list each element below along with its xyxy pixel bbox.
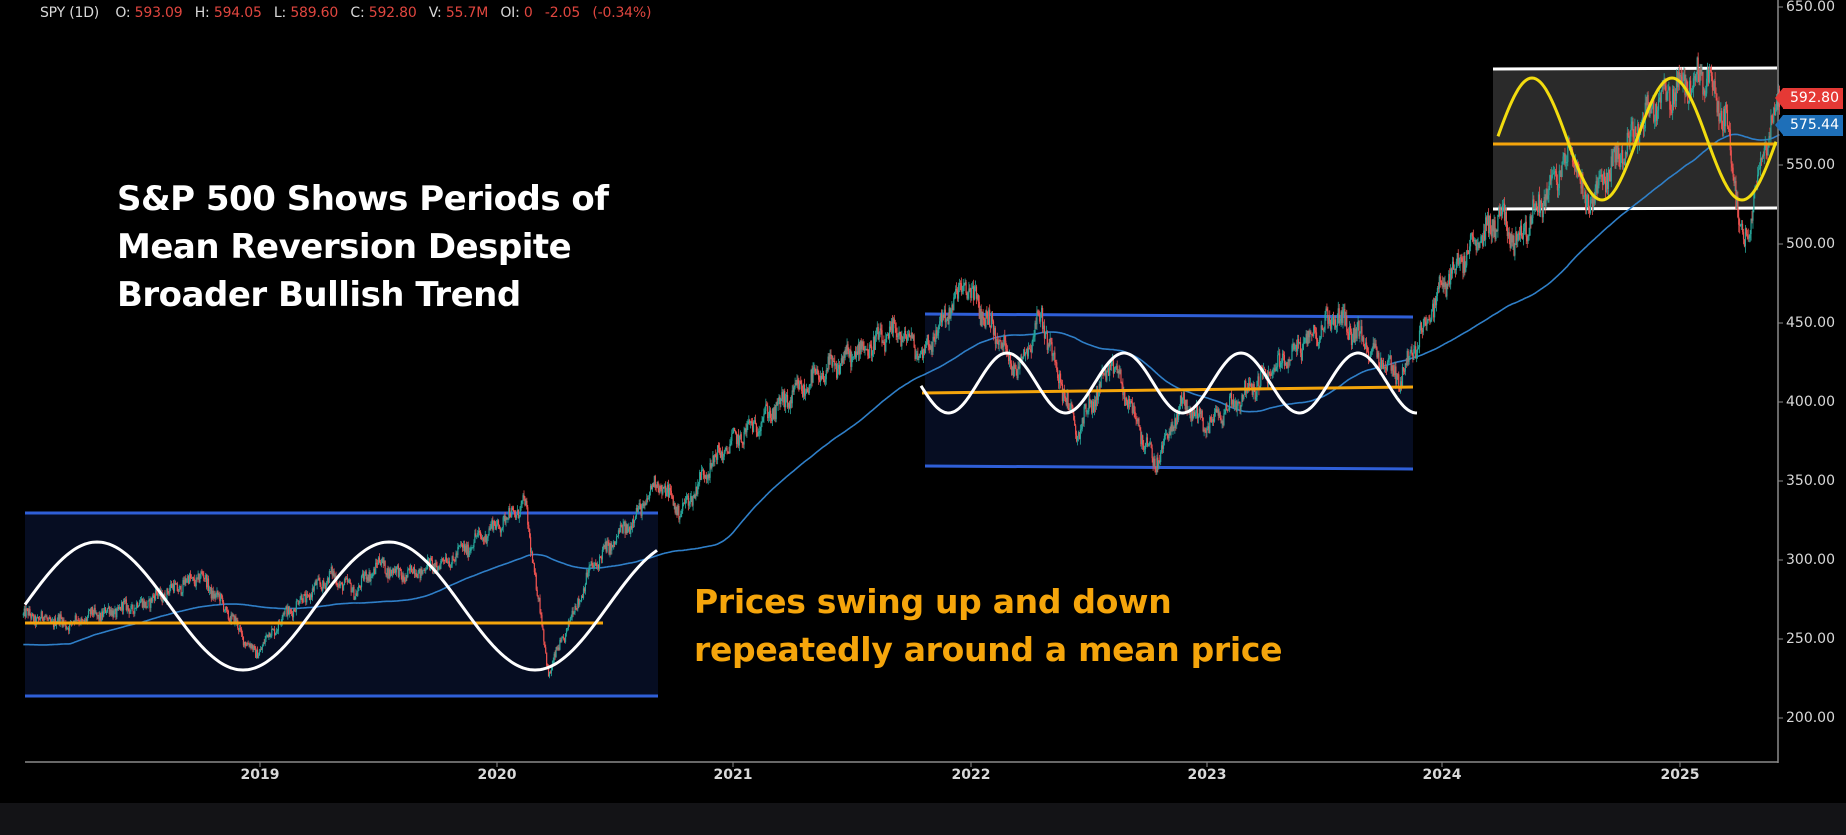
- x-tick-label: 2020: [477, 767, 517, 783]
- title-line: Broader Bullish Trend: [117, 275, 521, 315]
- y-tick-label: 500.00: [1786, 236, 1835, 252]
- close-value: 592.80: [368, 5, 417, 21]
- annotation-line: repeatedly around a mean price: [694, 630, 1283, 669]
- y-tick-label: 250.00: [1786, 631, 1835, 647]
- moving-average-price-tag: 575.44: [1775, 115, 1843, 136]
- bottom-toolbar: [0, 803, 1846, 835]
- chart-area[interactable]: SPY (1D) O: 593.09 H: 594.05 L: 589.60 C…: [0, 0, 1846, 803]
- oi-value: 0: [523, 5, 533, 21]
- annotation-line: Prices swing up and down: [694, 582, 1172, 621]
- low-value: 589.60: [290, 5, 339, 21]
- y-tick-label: 350.00: [1786, 473, 1835, 489]
- high-value: 594.05: [213, 5, 262, 21]
- volume-value: 55.7M: [445, 5, 489, 21]
- open-label: O:: [115, 5, 131, 21]
- x-tick-label: 2022: [951, 767, 991, 783]
- chart-title: S&P 500 Shows Periods of Mean Reversion …: [117, 175, 609, 319]
- y-tick-label: 450.00: [1786, 315, 1835, 331]
- volume-label: V:: [428, 5, 442, 21]
- candlestick-series: [22, 52, 1780, 679]
- x-tick-label: 2021: [713, 767, 753, 783]
- last-price-tag: 592.80: [1775, 88, 1843, 109]
- price-chart-canvas[interactable]: [0, 0, 1846, 803]
- y-tick-label: 300.00: [1786, 552, 1835, 568]
- open-value: 593.09: [134, 5, 183, 21]
- y-tick-label: 550.00: [1786, 157, 1835, 173]
- oi-label: OI:: [500, 5, 520, 21]
- y-tick-label: 200.00: [1786, 710, 1835, 726]
- close-label: C:: [350, 5, 365, 21]
- change-value: -2.05: [544, 5, 581, 21]
- x-tick-label: 2019: [240, 767, 280, 783]
- ohlc-legend: SPY (1D) O: 593.09 H: 594.05 L: 589.60 C…: [40, 5, 651, 21]
- mean-reversion-overlays: [23, 76, 1778, 672]
- symbol-label[interactable]: SPY (1D): [40, 5, 100, 21]
- low-label: L:: [273, 5, 287, 21]
- x-tick-label: 2024: [1422, 767, 1462, 783]
- x-tick-label: 2025: [1660, 767, 1700, 783]
- change-percent: (-0.34%): [592, 5, 652, 21]
- title-line: S&P 500 Shows Periods of: [117, 179, 609, 219]
- title-line: Mean Reversion Despite: [117, 227, 572, 267]
- y-tick-label: 650.00: [1786, 0, 1835, 15]
- y-tick-label: 400.00: [1786, 394, 1835, 410]
- mean-reversion-annotation: Prices swing up and down repeatedly arou…: [694, 578, 1283, 674]
- high-label: H:: [194, 5, 210, 21]
- axis-ticks: [259, 6, 1783, 767]
- x-tick-label: 2023: [1187, 767, 1227, 783]
